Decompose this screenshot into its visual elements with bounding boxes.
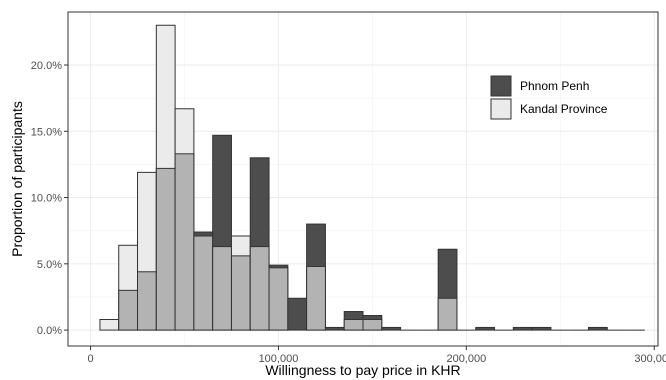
bar-phnom-penh [324, 326, 345, 331]
ticks: 0 100,000 200,000 300,000 0.0% 5.0% 10.0% 15.0%… [31, 60, 666, 365]
y-tick-label: 20.0% [31, 60, 62, 72]
y-tick-label: 0.0% [37, 325, 62, 337]
bar-overlap [343, 318, 364, 331]
bar-overlap [174, 153, 195, 331]
bar-overlap [137, 271, 157, 331]
bar-overlap [230, 255, 251, 331]
bar-phnom-penh [287, 297, 308, 331]
y-tick-label: 10.0% [31, 193, 62, 205]
x-tick-label: 200,000 [446, 353, 486, 365]
y-tick-label: 15.0% [31, 126, 62, 138]
bar-overlap [212, 246, 232, 331]
bar-overlap [306, 265, 326, 331]
x-tick-label: 100,000 [259, 353, 299, 365]
legend: Phnom Penh Kandal Province [490, 75, 608, 120]
bar-phnom-penh [475, 326, 496, 331]
bar-phnom-penh [512, 326, 533, 331]
legend-key-kandal-province [490, 98, 512, 120]
bar-overlap [193, 235, 214, 331]
x-tick-label: 300,000 [634, 353, 666, 365]
bar-overlap [437, 297, 458, 331]
x-tick-label: 0 [87, 353, 93, 365]
legend-label-kandal-province: Kandal Province [520, 102, 608, 116]
bar-overlap [155, 167, 176, 331]
bar-phnom-penh [531, 326, 552, 331]
y-axis-title: Proportion of participants [9, 101, 25, 257]
y-tick-label: 5.0% [37, 259, 62, 271]
bar-phnom-penh [381, 326, 402, 331]
legend-key-phnom-penh [490, 75, 512, 97]
plot-border [67, 11, 659, 347]
x-axis-title: Willingness to pay price in KHR [265, 362, 460, 378]
bar-overlap [268, 267, 289, 331]
legend-label-phnom-penh: Phnom Penh [520, 79, 589, 93]
bar-overlap [118, 289, 139, 331]
bar-phnom-penh [587, 326, 608, 331]
bars [99, 24, 645, 331]
bar-kandal-province [99, 318, 120, 331]
bar-overlap [249, 246, 270, 331]
bar-overlap [362, 318, 383, 331]
